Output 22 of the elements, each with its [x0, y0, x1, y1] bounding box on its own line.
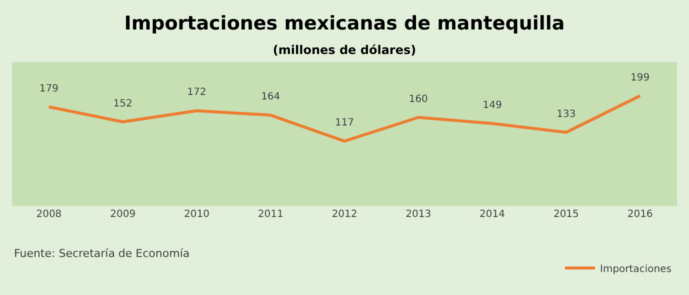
source-note: Fuente: Secretaría de Economía: [14, 247, 190, 260]
data-label: 199: [630, 72, 650, 84]
chart-title: Importaciones mexicanas de mantequilla: [124, 12, 565, 34]
data-label: 117: [334, 118, 354, 129]
x-tick-label: 2014: [480, 209, 506, 220]
x-tick-label: 2015: [553, 209, 579, 220]
data-label: 133: [556, 108, 576, 120]
data-label: 149: [482, 100, 502, 111]
x-tick-label: 2009: [110, 209, 136, 220]
x-tick-label: 2013: [406, 209, 432, 220]
data-label: 179: [39, 83, 58, 94]
data-label: 160: [408, 94, 428, 105]
x-tick-label: 2011: [258, 209, 284, 220]
x-tick-label: 2016: [627, 209, 653, 220]
x-tick-label: 2012: [332, 209, 358, 220]
data-label: 152: [113, 98, 132, 110]
x-tick-label: 2008: [36, 209, 62, 220]
data-label: 164: [261, 92, 280, 103]
legend-label: Importaciones: [600, 264, 672, 275]
x-tick-label: 2010: [184, 209, 210, 220]
chart-subtitle: (millones de dólares): [272, 43, 416, 58]
data-label: 172: [187, 87, 206, 98]
